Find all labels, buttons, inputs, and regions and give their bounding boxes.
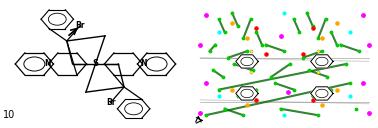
Point xyxy=(306,69,312,71)
Point xyxy=(328,89,334,91)
Point xyxy=(338,44,344,46)
Point xyxy=(244,50,250,52)
Point xyxy=(334,89,340,91)
Point xyxy=(310,95,316,97)
Point xyxy=(248,71,254,73)
Point xyxy=(222,108,228,110)
Point xyxy=(281,50,287,52)
Point xyxy=(304,12,310,14)
Point xyxy=(291,89,297,91)
Point xyxy=(343,63,349,65)
Point xyxy=(197,44,203,46)
Point xyxy=(291,18,297,20)
Point xyxy=(300,53,306,55)
Point xyxy=(360,82,366,84)
Polygon shape xyxy=(236,87,258,100)
Text: Br: Br xyxy=(76,21,85,30)
Point xyxy=(197,112,203,114)
Point xyxy=(253,31,259,33)
Text: S: S xyxy=(93,60,98,68)
Text: N: N xyxy=(44,60,51,68)
Point xyxy=(285,91,291,93)
Text: N: N xyxy=(140,60,147,68)
Point xyxy=(366,44,372,46)
Point xyxy=(225,57,231,59)
Point xyxy=(310,99,316,101)
Point xyxy=(216,95,222,97)
Point xyxy=(249,69,256,71)
Point xyxy=(356,50,362,52)
Point xyxy=(220,76,226,78)
Point xyxy=(322,18,328,20)
Point xyxy=(216,18,222,20)
Text: Br: Br xyxy=(106,98,115,107)
Point xyxy=(319,37,325,39)
Point xyxy=(229,22,235,24)
Point xyxy=(328,31,334,33)
Point xyxy=(263,44,269,46)
Point xyxy=(263,53,269,55)
Point xyxy=(315,37,321,39)
Point xyxy=(310,25,316,27)
Polygon shape xyxy=(311,55,333,68)
Point xyxy=(222,31,228,33)
Point xyxy=(281,12,287,14)
Point xyxy=(324,76,330,78)
Point xyxy=(203,14,209,16)
Point xyxy=(235,25,241,27)
Point xyxy=(203,114,209,116)
Point xyxy=(360,14,366,16)
Point xyxy=(272,82,278,84)
Point xyxy=(235,95,241,97)
Point xyxy=(229,12,235,14)
Point xyxy=(281,114,287,116)
Point xyxy=(229,89,235,91)
Point xyxy=(296,31,302,33)
Point xyxy=(248,50,254,52)
Polygon shape xyxy=(311,87,333,100)
Point xyxy=(319,50,325,52)
Point xyxy=(287,63,293,65)
Point xyxy=(259,44,265,46)
Point xyxy=(315,50,321,52)
Point xyxy=(244,104,250,106)
Point xyxy=(216,89,222,91)
Point xyxy=(203,82,209,84)
Point xyxy=(240,37,246,39)
Point xyxy=(231,63,237,65)
Point xyxy=(278,35,284,37)
Point xyxy=(347,95,353,97)
Point xyxy=(310,27,316,29)
Point xyxy=(206,50,212,52)
Point xyxy=(253,27,259,29)
Point xyxy=(366,112,372,114)
Text: 10: 10 xyxy=(3,110,15,120)
Point xyxy=(319,104,325,106)
Point xyxy=(212,44,218,46)
Point xyxy=(334,22,340,24)
Point xyxy=(347,31,353,33)
Point xyxy=(210,69,216,71)
Point xyxy=(353,108,359,110)
Point xyxy=(244,37,250,39)
Point xyxy=(216,31,222,33)
Point xyxy=(315,71,321,73)
Point xyxy=(300,57,306,59)
Point xyxy=(248,18,254,20)
Point xyxy=(347,82,353,84)
Point xyxy=(315,114,321,116)
Point xyxy=(334,44,340,46)
Point xyxy=(240,114,246,116)
Point xyxy=(268,76,274,78)
Point xyxy=(278,108,284,110)
Polygon shape xyxy=(236,55,258,68)
Point xyxy=(253,99,259,101)
Point xyxy=(253,89,259,91)
